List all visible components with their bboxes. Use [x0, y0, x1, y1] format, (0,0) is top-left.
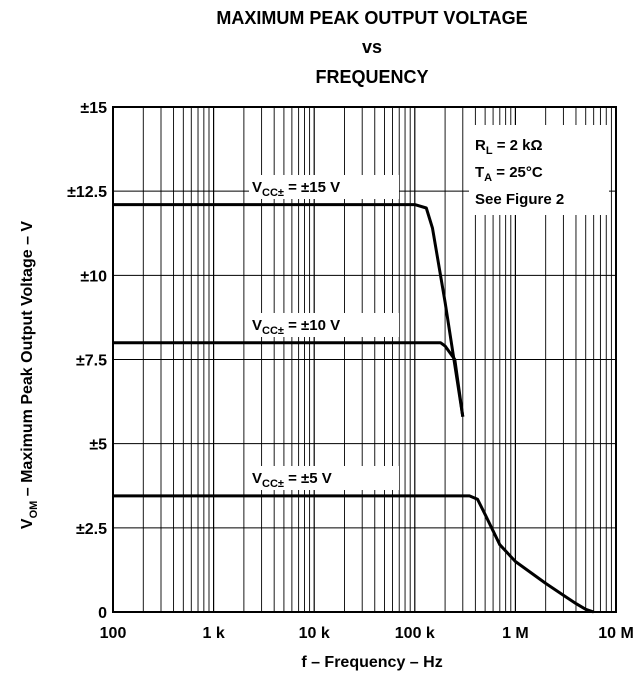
y-tick-label: ±7.5 — [76, 353, 107, 370]
condition-line: RL = 2 kΩ — [475, 137, 543, 157]
series-label-10v: VCC± = ±10 V — [252, 317, 340, 337]
y-tick-label: ±10 — [80, 268, 107, 285]
y-tick-labels: ±15 ±12.5 ±10 ±7.5 ±5 ±2.5 0 — [67, 100, 107, 622]
y-tick-label: ±12.5 — [67, 184, 107, 201]
series-label-5v: VCC± = ±5 V — [252, 470, 332, 490]
series-line-15v — [113, 203, 465, 417]
y-axis-label-prefix: V — [19, 518, 36, 529]
plot-frame — [112, 106, 617, 613]
x-tick-labels: 100 1 k 10 k 100 k 1 M 10 M — [100, 625, 634, 642]
series-label-background — [249, 466, 399, 490]
conditions-box: RL = 2 kΩ TA = 25°C See Figure 2 — [469, 125, 609, 215]
condition-line: See Figure 2 — [475, 191, 564, 208]
series-label-15v: VCC± = ±15 V — [252, 179, 340, 199]
chart-title-line-1: MAXIMUM PEAK OUTPUT VOLTAGE — [216, 8, 527, 28]
x-axis-label: f – Frequency – Hz — [301, 654, 442, 671]
y-tick-label: 0 — [98, 605, 107, 622]
series-line-10v — [113, 341, 465, 417]
series-label-background — [249, 175, 399, 199]
chart-title-line-3: FREQUENCY — [315, 67, 428, 87]
x-tick-label: 10 k — [299, 625, 330, 642]
y-axis-label: VOM – Maximum Peak Output Voltage – V — [19, 221, 40, 530]
series-lines — [113, 203, 595, 614]
chart-title: MAXIMUM PEAK OUTPUT VOLTAGE vs FREQUENCY — [216, 8, 527, 87]
y-axis-label-rest: – Maximum Peak Output Voltage – V — [19, 221, 36, 501]
series-line-5v — [113, 494, 595, 614]
y-tick-label: ±5 — [89, 437, 107, 454]
x-tick-label: 100 k — [395, 625, 435, 642]
x-tick-label: 100 — [100, 625, 127, 642]
y-axis-label-sub: OM — [28, 501, 40, 519]
series-label-background — [249, 313, 399, 337]
conditions-background — [469, 125, 609, 215]
series-labels: VCC± = ±15 V VCC± = ±10 V VCC± = ±5 V — [249, 175, 399, 490]
condition-line: TA = 25°C — [475, 164, 543, 184]
x-tick-label: 1 k — [202, 625, 224, 642]
y-tick-label: ±2.5 — [76, 521, 107, 538]
chart-title-line-2: vs — [362, 37, 382, 57]
x-tick-label: 10 M — [598, 625, 634, 642]
y-tick-label: ±15 — [80, 100, 107, 117]
x-tick-label: 1 M — [502, 625, 529, 642]
